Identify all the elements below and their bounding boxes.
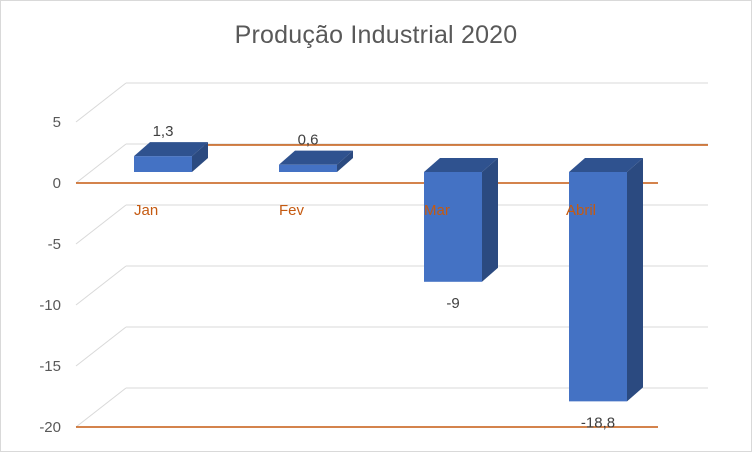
bar-side-jan [192,142,208,172]
category-label: Jan [134,202,158,219]
category-label: Abril [566,202,596,219]
data-label: 1,3 [153,123,174,140]
y-tick-label: -20 [39,419,61,436]
gridline-depth [75,143,127,184]
y-tick-label: 5 [53,114,61,131]
chart-title: Produção Industrial 2020 [234,21,518,49]
category-label: Fev [279,202,305,219]
bar-top-abril [569,158,643,172]
bar-top-fev [279,150,353,165]
bar-side-fev [337,150,353,172]
bar-front-mar [424,172,482,282]
data-label: -18,8 [581,414,615,431]
bar-side-mar [482,158,498,282]
y-tick-label: 0 [53,175,61,192]
data-label: 0,6 [298,132,319,149]
y-tick-label: -5 [48,236,61,253]
category-label: Mar [424,202,450,219]
gridline-depth [75,265,127,306]
y-tick-label: -15 [39,358,61,375]
bar-front-fev [279,164,337,172]
gridline-depth [75,204,127,245]
gridline-depth [75,326,127,367]
gridline-depth [75,82,127,123]
gridline-depth [75,387,127,428]
bar-front-jan [134,156,192,172]
bar-front-abril [569,172,627,402]
data-label: -9 [446,295,459,312]
bar-side-abril [627,158,643,402]
bar-top-jan [134,142,208,157]
y-tick-label: -10 [39,297,61,314]
bar-top-mar [424,158,498,172]
